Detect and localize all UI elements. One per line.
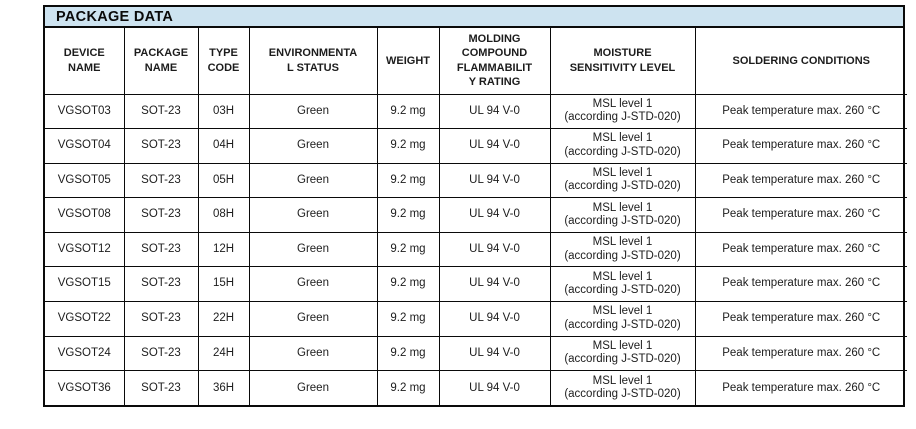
table-cell: UL 94 V-0 xyxy=(438,335,551,372)
table-cell: MSL level 1 (according J-STD-020) xyxy=(549,301,696,337)
table-cell: MSL level 1 (according J-STD-020) xyxy=(549,370,696,406)
table-cell: Peak temperature max. 260 °C xyxy=(694,162,907,199)
table-cell: VGSOT08 xyxy=(45,197,125,233)
table-cell: Peak temperature max. 260 °C xyxy=(694,197,907,233)
table-cell: UL 94 V-0 xyxy=(438,301,551,337)
table-title-bar: PACKAGE DATA xyxy=(45,7,903,28)
table-cell: VGSOT36 xyxy=(45,370,125,406)
table-cell: SOT-23 xyxy=(123,301,199,337)
table-cell: Green xyxy=(248,301,378,337)
table-cell: VGSOT12 xyxy=(45,231,125,268)
table-cell: 12H xyxy=(197,231,250,268)
table-cell: 36H xyxy=(197,370,250,406)
table-cell: SOT-23 xyxy=(123,162,199,199)
column-header-moisture-sensitivity-level: MOISTURE SENSITIVITY LEVEL xyxy=(549,28,696,95)
table-cell: Green xyxy=(248,266,378,303)
table-cell: UL 94 V-0 xyxy=(438,370,551,406)
table-cell: 9.2 mg xyxy=(376,231,440,268)
table-cell: 9.2 mg xyxy=(376,335,440,372)
table-cell: 08H xyxy=(197,197,250,233)
table-cell: UL 94 V-0 xyxy=(438,162,551,199)
table-cell: SOT-23 xyxy=(123,370,199,406)
column-header-device-name: DEVICE NAME xyxy=(45,28,125,95)
table-body: VGSOT03 SOT-23 03H Green 9.2 mg UL 94 V-0 MSL … xyxy=(45,93,907,406)
table-cell: VGSOT05 xyxy=(45,162,125,199)
package-data-section: PACKAGE DATA DEVICE NAME PACKAGE NAME TY… xyxy=(43,5,907,408)
column-header-package-name: PACKAGE NAME xyxy=(123,28,199,95)
table-cell: Green xyxy=(248,370,378,406)
table-cell: UL 94 V-0 xyxy=(438,197,551,233)
column-header-soldering-conditions: SOLDERING CONDITIONS xyxy=(694,28,907,95)
table-cell: MSL level 1 (according J-STD-020) xyxy=(549,266,696,303)
column-header-environmental-status: ENVIRONMENTA L STATUS xyxy=(248,28,378,95)
table-cell: 24H xyxy=(197,335,250,372)
table-cell: 9.2 mg xyxy=(376,128,440,164)
table-cell: VGSOT15 xyxy=(45,266,125,303)
table-header: DEVICE NAME PACKAGE NAME TYPE CODE ENVIR… xyxy=(45,28,907,95)
table-cell: 03H xyxy=(197,93,250,130)
table-cell: Peak temperature max. 260 °C xyxy=(694,93,907,130)
table-cell: MSL level 1 (according J-STD-020) xyxy=(549,197,696,233)
table-cell: MSL level 1 (according J-STD-020) xyxy=(549,93,696,130)
table-cell: SOT-23 xyxy=(123,128,199,164)
table-cell: Green xyxy=(248,93,378,130)
table-cell: 9.2 mg xyxy=(376,301,440,337)
table-cell: 9.2 mg xyxy=(376,162,440,199)
table-cell: Green xyxy=(248,197,378,233)
table-cell: Green xyxy=(248,128,378,164)
column-header-weight: WEIGHT xyxy=(376,28,440,95)
table-cell: Green xyxy=(248,162,378,199)
table-cell: MSL level 1 (according J-STD-020) xyxy=(549,335,696,372)
table-row: VGSOT22 SOT-23 22H Green 9.2 mg UL 94 V-0 MSL … xyxy=(45,301,907,337)
table-row: VGSOT36 SOT-23 36H Green 9.2 mg UL 94 V-0 MSL … xyxy=(45,370,907,406)
table-cell: SOT-23 xyxy=(123,335,199,372)
column-header-flammability-rating: MOLDING COMPOUND FLAMMABILIT Y RATING xyxy=(438,28,551,95)
table-cell: 04H xyxy=(197,128,250,164)
table-cell: MSL level 1 (according J-STD-020) xyxy=(549,231,696,268)
package-data-table: DEVICE NAME PACKAGE NAME TYPE CODE ENVIR… xyxy=(45,28,907,406)
table-cell: VGSOT24 xyxy=(45,335,125,372)
table-cell: Peak temperature max. 260 °C xyxy=(694,266,907,303)
table-cell: Peak temperature max. 260 °C xyxy=(694,231,907,268)
table-row: VGSOT15 SOT-23 15H Green 9.2 mg UL 94 V-0 MSL … xyxy=(45,266,907,303)
table-cell: Peak temperature max. 260 °C xyxy=(694,128,907,164)
table-cell: 9.2 mg xyxy=(376,370,440,406)
column-header-type-code: TYPE CODE xyxy=(197,28,250,95)
table-cell: UL 94 V-0 xyxy=(438,93,551,130)
table-cell: Peak temperature max. 260 °C xyxy=(694,335,907,372)
table-row: VGSOT08 SOT-23 08H Green 9.2 mg UL 94 V-0 MSL … xyxy=(45,197,907,233)
table-title: PACKAGE DATA xyxy=(56,8,174,25)
table-cell: SOT-23 xyxy=(123,266,199,303)
table-cell: 22H xyxy=(197,301,250,337)
table-cell: Green xyxy=(248,231,378,268)
table-row: VGSOT05 SOT-23 05H Green 9.2 mg UL 94 V-0 MSL … xyxy=(45,162,907,199)
table-cell: UL 94 V-0 xyxy=(438,128,551,164)
table-row: VGSOT12 SOT-23 12H Green 9.2 mg UL 94 V-0 MSL … xyxy=(45,231,907,268)
table-cell: Peak temperature max. 260 °C xyxy=(694,370,907,406)
table-cell: VGSOT03 xyxy=(45,93,125,130)
table-cell: SOT-23 xyxy=(123,197,199,233)
table-cell: 9.2 mg xyxy=(376,266,440,303)
table-cell: SOT-23 xyxy=(123,231,199,268)
table-row: VGSOT04 SOT-23 04H Green 9.2 mg UL 94 V-0 MSL … xyxy=(45,128,907,164)
table-cell: VGSOT04 xyxy=(45,128,125,164)
table-cell: UL 94 V-0 xyxy=(438,231,551,268)
table-cell: MSL level 1 (according J-STD-020) xyxy=(549,162,696,199)
table-cell: 9.2 mg xyxy=(376,197,440,233)
table-cell: 9.2 mg xyxy=(376,93,440,130)
table-cell: Peak temperature max. 260 °C xyxy=(694,301,907,337)
table-row: VGSOT03 SOT-23 03H Green 9.2 mg UL 94 V-0 MSL … xyxy=(45,93,907,130)
table-row: VGSOT24 SOT-23 24H Green 9.2 mg UL 94 V-0 MSL … xyxy=(45,335,907,372)
table-cell: VGSOT22 xyxy=(45,301,125,337)
table-cell: SOT-23 xyxy=(123,93,199,130)
header-row: DEVICE NAME PACKAGE NAME TYPE CODE ENVIR… xyxy=(45,28,907,95)
table-cell: 15H xyxy=(197,266,250,303)
table-cell: UL 94 V-0 xyxy=(438,266,551,303)
table-cell: MSL level 1 (according J-STD-020) xyxy=(549,128,696,164)
table-cell: 05H xyxy=(197,162,250,199)
table-cell: Green xyxy=(248,335,378,372)
